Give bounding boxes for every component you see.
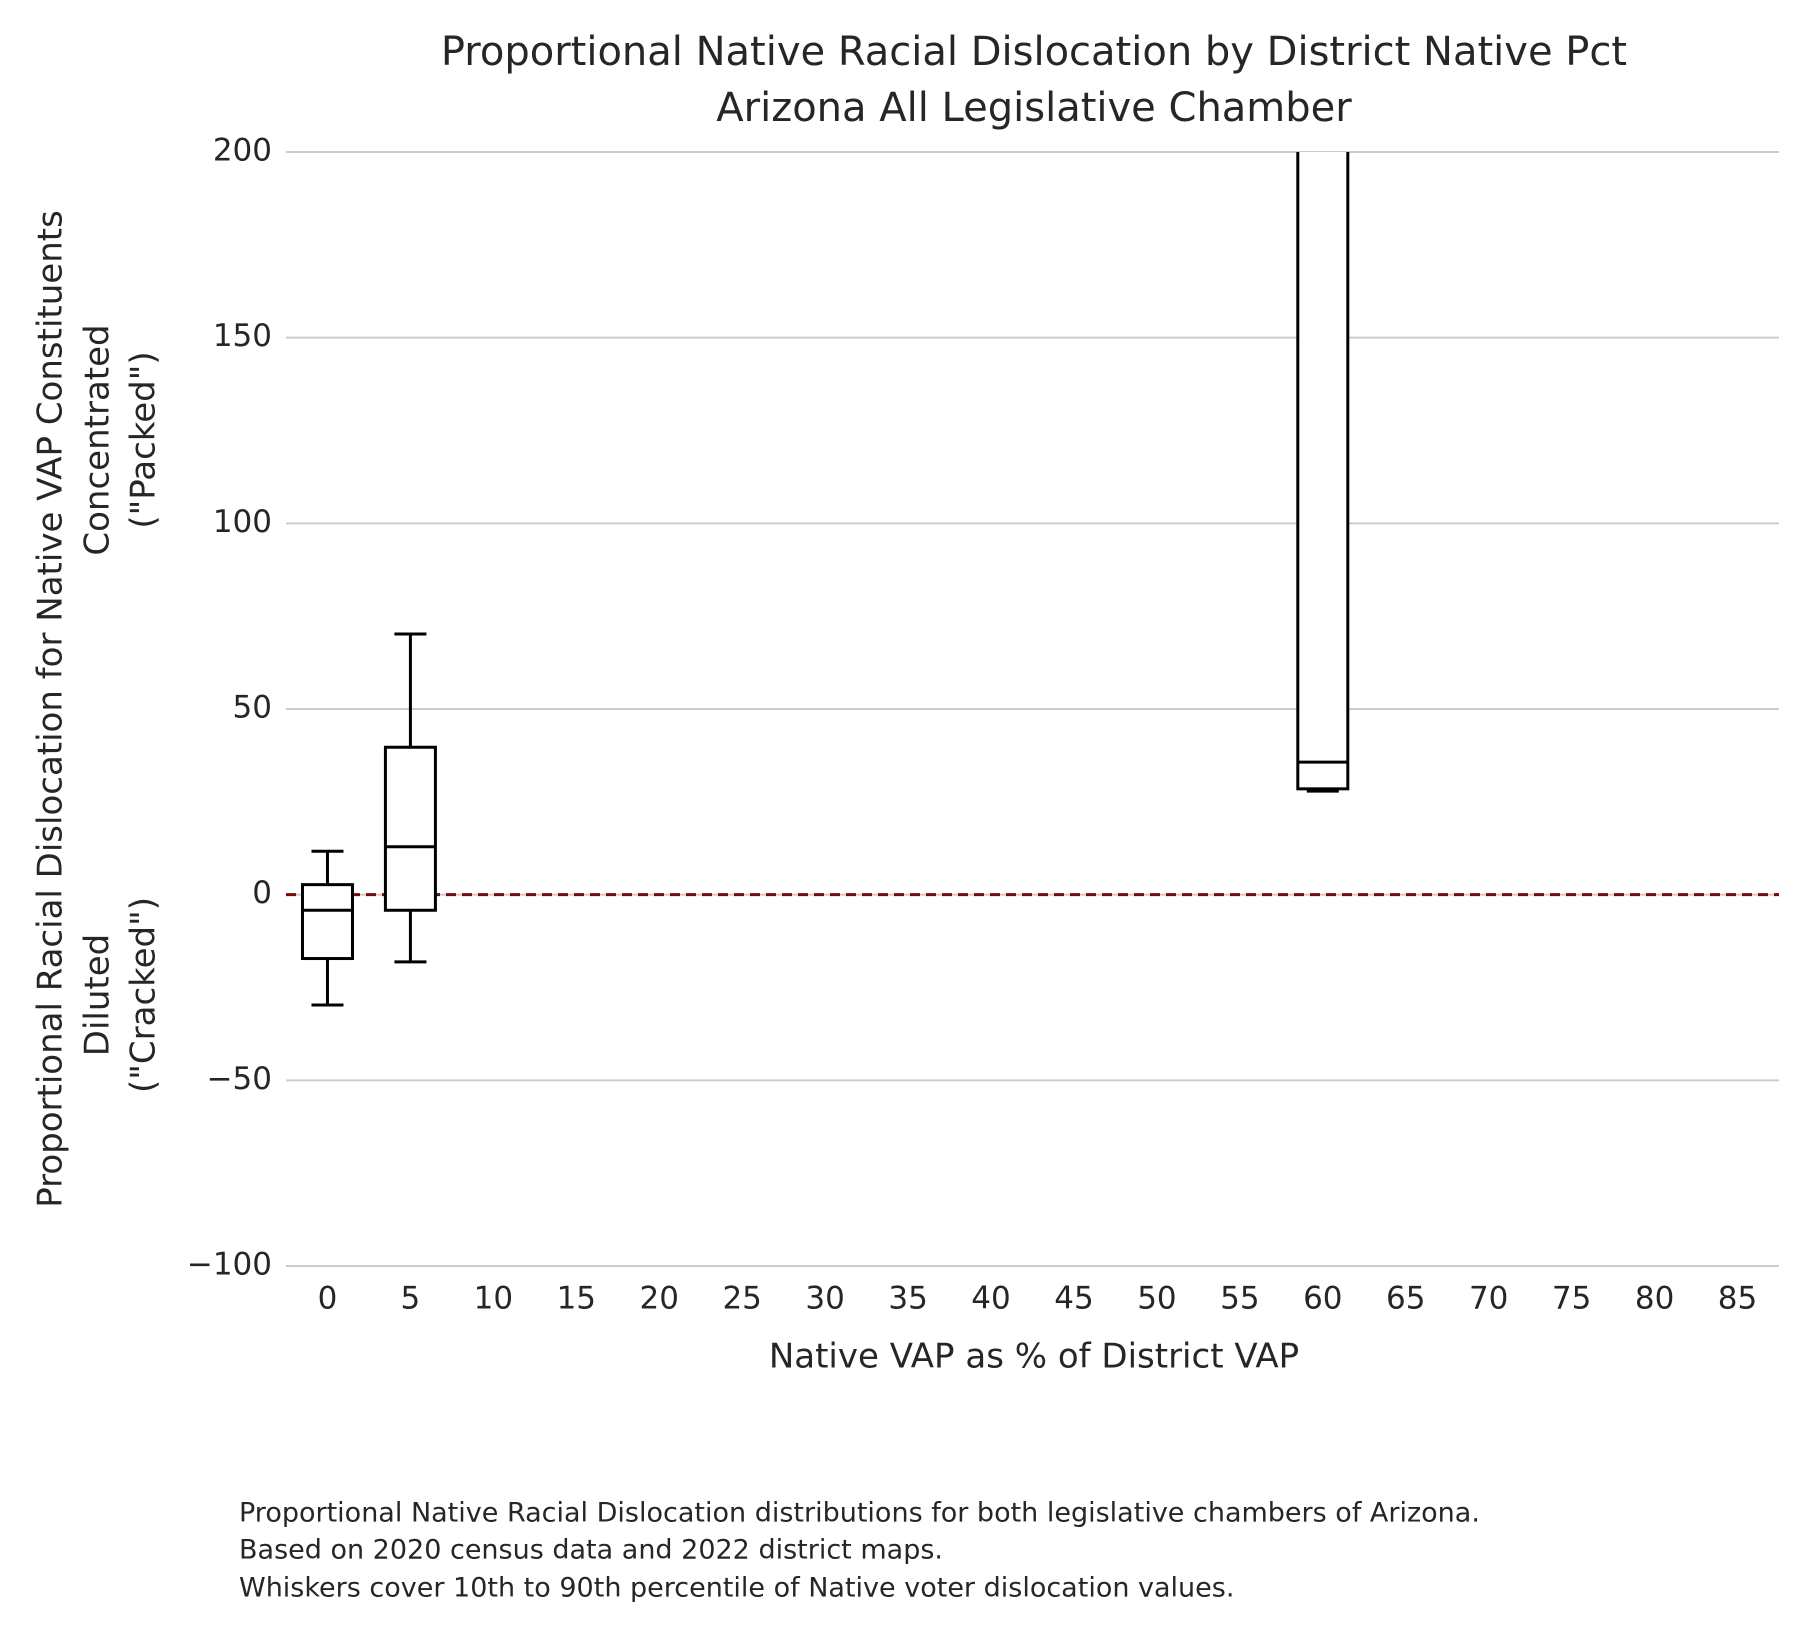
- caption: Whiskers cover 10th to 90th percentile o…: [239, 1573, 1234, 1604]
- y-tick-label: 200: [213, 133, 272, 169]
- x-tick-label: 60: [1303, 1281, 1342, 1317]
- x-tick-label: 40: [971, 1281, 1010, 1317]
- y-axis-label-upper: Concentrated: [78, 324, 118, 555]
- y-axis-label-upper: ("Packed"): [124, 351, 164, 528]
- y-tick-label: 150: [213, 318, 272, 354]
- box: [300, 883, 354, 961]
- whisker-low: [394, 910, 427, 964]
- x-axis-label: Native VAP as % of District VAP: [769, 1337, 1299, 1377]
- x-tick-label: 20: [640, 1281, 679, 1317]
- caption: Based on 2020 census data and 2022 distr…: [239, 1535, 943, 1566]
- y-tick-label: 100: [213, 504, 272, 540]
- chart-title: Proportional Native Racial Dislocation b…: [441, 29, 1627, 75]
- x-tick-label: 25: [722, 1281, 761, 1317]
- x-tick-label: 65: [1386, 1281, 1425, 1317]
- x-tick-label: 80: [1635, 1281, 1674, 1317]
- x-tick-label: 35: [888, 1281, 927, 1317]
- x-tick-label: 0: [318, 1281, 338, 1317]
- x-tick-label: 15: [557, 1281, 596, 1317]
- x-tick-label: 45: [1054, 1281, 1093, 1317]
- y-axis-label-lower: Diluted: [78, 934, 118, 1056]
- y-axis-label-lower: ("Cracked"): [124, 897, 164, 1093]
- whisker-high: [394, 632, 427, 748]
- x-tick-label: 55: [1220, 1281, 1259, 1317]
- plot-area: [286, 152, 1779, 1007]
- x-tick-label: 75: [1552, 1281, 1591, 1317]
- x-tick-label: 5: [401, 1281, 421, 1317]
- whisker-high: [311, 849, 344, 885]
- x-tick-label: 50: [1137, 1281, 1176, 1317]
- x-tick-label: 10: [474, 1281, 513, 1317]
- chart-subtitle: Arizona All Legislative Chamber: [716, 85, 1352, 131]
- x-tick-label: 30: [805, 1281, 844, 1317]
- x-tick-label: 70: [1469, 1281, 1508, 1317]
- y-tick-label: −100: [187, 1247, 272, 1283]
- y-tick-label: 50: [233, 690, 272, 726]
- box: [1296, 152, 1350, 791]
- y-tick-label: −50: [207, 1061, 272, 1097]
- y-tick-label: 0: [252, 875, 272, 911]
- y-axis-label: Proportional Racial Dislocation for Nati…: [31, 210, 71, 1208]
- whisker-low: [311, 958, 344, 1007]
- caption: Proportional Native Racial Dislocation d…: [239, 1498, 1480, 1529]
- box: [383, 745, 437, 912]
- x-tick-label: 85: [1718, 1281, 1757, 1317]
